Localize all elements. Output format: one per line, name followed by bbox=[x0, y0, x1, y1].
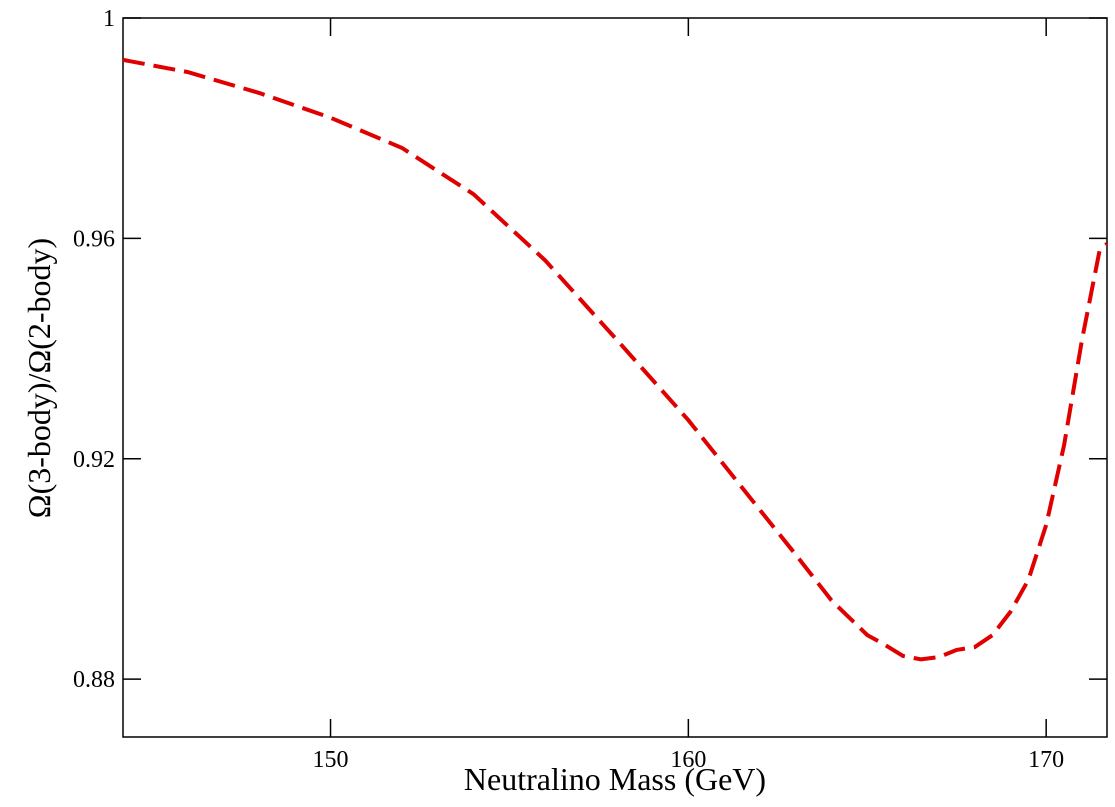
x-tick-label: 170 bbox=[1028, 747, 1064, 773]
y-axis-label: Ω(3-body)/Ω(2-body) bbox=[21, 238, 57, 518]
y-tick-label: 1 bbox=[103, 6, 115, 32]
y-tick-label: 0.92 bbox=[73, 447, 115, 473]
y-tick-label: 0.88 bbox=[73, 667, 115, 693]
x-tick-label: 160 bbox=[670, 747, 706, 773]
data-line bbox=[122, 57, 1109, 662]
plot-frame bbox=[122, 17, 1108, 738]
x-axis-label: Neutralino Mass (GeV) bbox=[464, 761, 766, 797]
x-tick-label: 150 bbox=[313, 747, 349, 773]
y-tick-label: 0.96 bbox=[73, 226, 115, 252]
